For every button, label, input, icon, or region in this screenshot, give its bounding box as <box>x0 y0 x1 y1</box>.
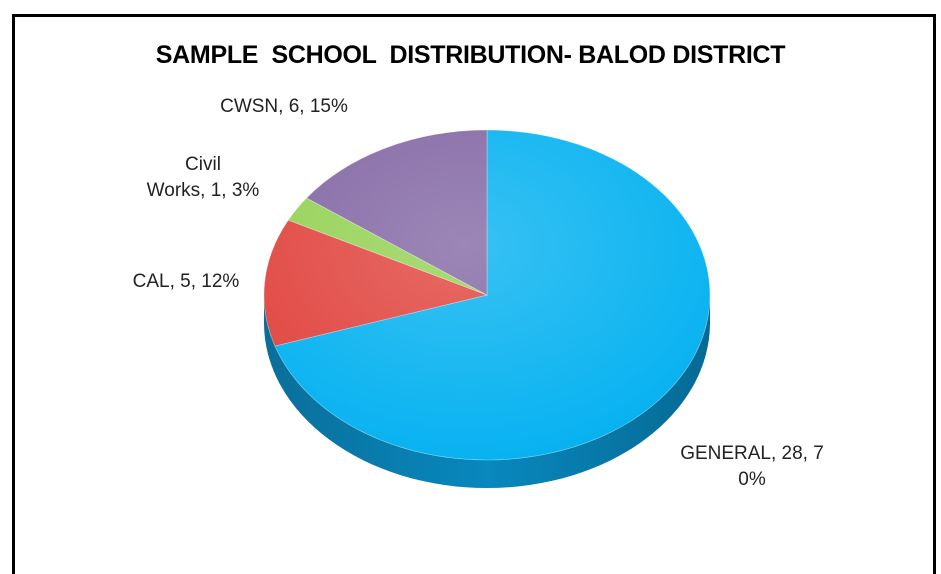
pie-side-wall <box>264 295 710 488</box>
data-label-civil-works: Civil Works, 1, 3% <box>147 154 260 201</box>
data-label-cal: CAL, 5, 12% <box>133 271 240 292</box>
data-label-general: GENERAL, 28, 7 0% <box>680 443 824 490</box>
pie-labels: GENERAL, 28, 7 0% CAL, 5, 12% Civil Works, 1… <box>133 96 824 490</box>
data-label-cwsn: CWSN, 6, 15% <box>220 96 348 117</box>
pie-gloss <box>264 130 710 460</box>
chart-title: SAMPLE SCHOOL DISTRIBUTION- BALOD DISTRI… <box>155 41 786 69</box>
pie-side <box>264 295 710 488</box>
